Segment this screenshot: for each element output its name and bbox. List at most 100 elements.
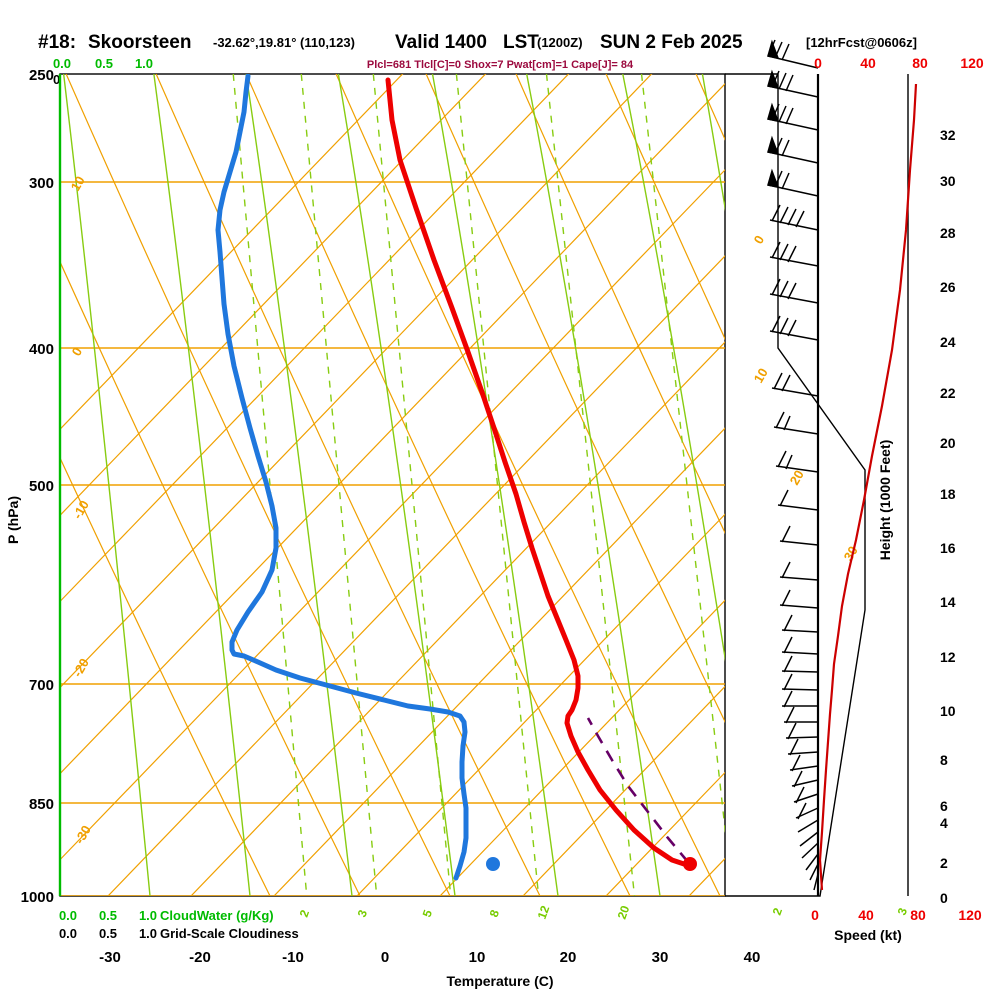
wind-barb	[771, 372, 819, 397]
wind-barb	[781, 636, 819, 655]
wind-barb	[767, 168, 819, 197]
wind-barb	[805, 853, 819, 871]
pressure-tick-700: 700	[29, 677, 54, 694]
wind-barb	[793, 786, 819, 804]
wind-barb	[781, 673, 819, 691]
wind-barb	[779, 589, 819, 609]
height-tick-6: 6	[940, 798, 948, 814]
temperature-axis: -30 -20 -10 0 10 20 30 40 Temperature (C…	[99, 949, 760, 989]
temperature-tick--20: -20	[189, 949, 211, 966]
temperature-tick--30: -30	[99, 949, 121, 966]
wind-barb	[781, 655, 819, 673]
mixing-ratio-label-20: 20	[615, 903, 633, 921]
wind-barb	[795, 802, 819, 820]
speed-axis-title: Speed (kt)	[834, 927, 902, 943]
speed-tick-bot-40: 40	[858, 907, 874, 923]
height-tick-22: 22	[940, 385, 956, 401]
mixing-ratio-label-group: 2 3 5 8 12 20 2 3	[297, 903, 911, 921]
wind-barb	[809, 863, 819, 881]
wind-barb	[777, 489, 819, 511]
wind-barb-panel	[725, 39, 866, 897]
speed-tick-top-120: 120	[960, 55, 984, 71]
wind-barb	[769, 204, 819, 231]
wind-barb	[779, 561, 819, 581]
height-tick-26: 26	[940, 279, 956, 295]
wind-speed-curve	[818, 83, 918, 891]
height-tick-32: 32	[940, 127, 956, 143]
height-ticks: 32 30 28 26 24 22 20 18 16 14 12 10 8 6 …	[940, 127, 956, 906]
parameter-summary: Plcl=681 Tlcl[C]=0 Shox=7 Pwat[cm]=1 Cap…	[367, 59, 634, 71]
height-tick-24: 24	[940, 334, 956, 350]
cloudwater-tick-top-2: 1.0	[135, 56, 153, 71]
height-tick-28: 28	[940, 225, 956, 241]
temperature-tick-10: 10	[469, 949, 486, 966]
dry-adiabat-lines	[60, 74, 725, 896]
temperature-tick-0: 0	[381, 949, 389, 966]
height-tick-18: 18	[940, 486, 956, 502]
wind-barb	[799, 831, 819, 847]
temperature-tick-40: 40	[744, 949, 761, 966]
mixing-ratio-label-2: 2	[297, 908, 313, 919]
isotherm-label-30-right: 30	[841, 543, 861, 563]
speed-tick-top-0: 0	[814, 55, 822, 71]
mixing-ratio-label-2-outer: 2	[770, 906, 786, 917]
wind-barb	[801, 842, 819, 859]
moist-adiabat-lines	[62, 74, 725, 896]
station-coords: -32.62°,19.81° (110,123)	[213, 35, 355, 50]
cloudiness-tick-bot-1: 0.5	[99, 926, 117, 941]
wind-barb	[773, 411, 819, 435]
valid-utc: (1200Z)	[537, 35, 583, 50]
height-tick-14: 14	[940, 594, 956, 610]
valid-timezone: LST	[503, 32, 539, 53]
wind-barb	[767, 102, 819, 131]
wind-barb	[787, 738, 819, 756]
temperature-profile-curve	[385, 77, 693, 869]
title-bar: #18: Skoorsteen -32.62°,19.81° (110,123)…	[38, 32, 917, 53]
height-tick-20: 20	[940, 435, 956, 451]
dewpoint-profile-curve	[215, 74, 469, 881]
isotherm-label-10: 10	[68, 173, 88, 193]
station-name: Skoorsteen	[88, 32, 191, 53]
pressure-axis: 250 300 400 500 700 850 1000 P (hPa)	[5, 67, 62, 906]
cloudwater-tick-bot-1: 0.5	[99, 908, 117, 923]
surface-temperature-marker	[683, 857, 697, 871]
forecast-stamp: [12hrFcst@0606z]	[806, 35, 917, 50]
cloudwater-tick-top-1: 0.5	[95, 56, 113, 71]
cloudiness-tick-bot-2: 1.0	[139, 926, 157, 941]
wind-barbs	[767, 39, 819, 891]
wind-barb	[785, 722, 819, 740]
cloud-scale-bottom: 0.0 0.5 1.0 CloudWater (g/Kg) 0.0 0.5 1.…	[59, 908, 299, 941]
wind-barb	[769, 315, 819, 341]
mixing-ratio-lines	[232, 74, 725, 896]
wind-barb	[782, 690, 818, 708]
temperature-tick-30: 30	[652, 949, 669, 966]
pressure-axis-title: P (hPa)	[5, 496, 21, 544]
station-id: #18:	[38, 32, 76, 53]
wind-barb	[791, 770, 819, 788]
pressure-tick-300: 300	[29, 175, 54, 192]
height-tick-4: 4	[940, 815, 948, 831]
skewt-grid	[60, 74, 725, 896]
speed-tick-top-80: 80	[912, 55, 928, 71]
temperature-tick--10: -10	[282, 949, 304, 966]
pressure-tick-400: 400	[29, 341, 54, 358]
height-axis-title: Height (1000 Feet)	[877, 440, 893, 561]
mixing-ratio-label-12: 12	[535, 903, 553, 921]
cloudwater-axis-label: CloudWater (g/Kg)	[160, 908, 274, 923]
pressure-tick-250: 250	[29, 67, 54, 84]
speed-tick-bot-0: 0	[811, 907, 819, 923]
height-tick-2: 2	[940, 855, 948, 871]
height-tick-30: 30	[940, 173, 956, 189]
wind-barb	[767, 135, 819, 164]
wind-barb	[775, 450, 819, 473]
speed-tick-top-40: 40	[860, 55, 876, 71]
cloudwater-tick-bot-2: 1.0	[139, 908, 157, 923]
mixing-ratio-label-3-outer: 3	[895, 906, 911, 917]
isobar-lines	[60, 181, 725, 896]
speed-axis-bottom: 0 40 80 120 Speed (kt)	[811, 907, 982, 943]
parcel-trajectory-curve	[586, 717, 689, 863]
wind-barb	[797, 819, 819, 833]
speed-axis-top: 0 40 80 120	[814, 55, 984, 71]
height-tick-10: 10	[940, 703, 956, 719]
